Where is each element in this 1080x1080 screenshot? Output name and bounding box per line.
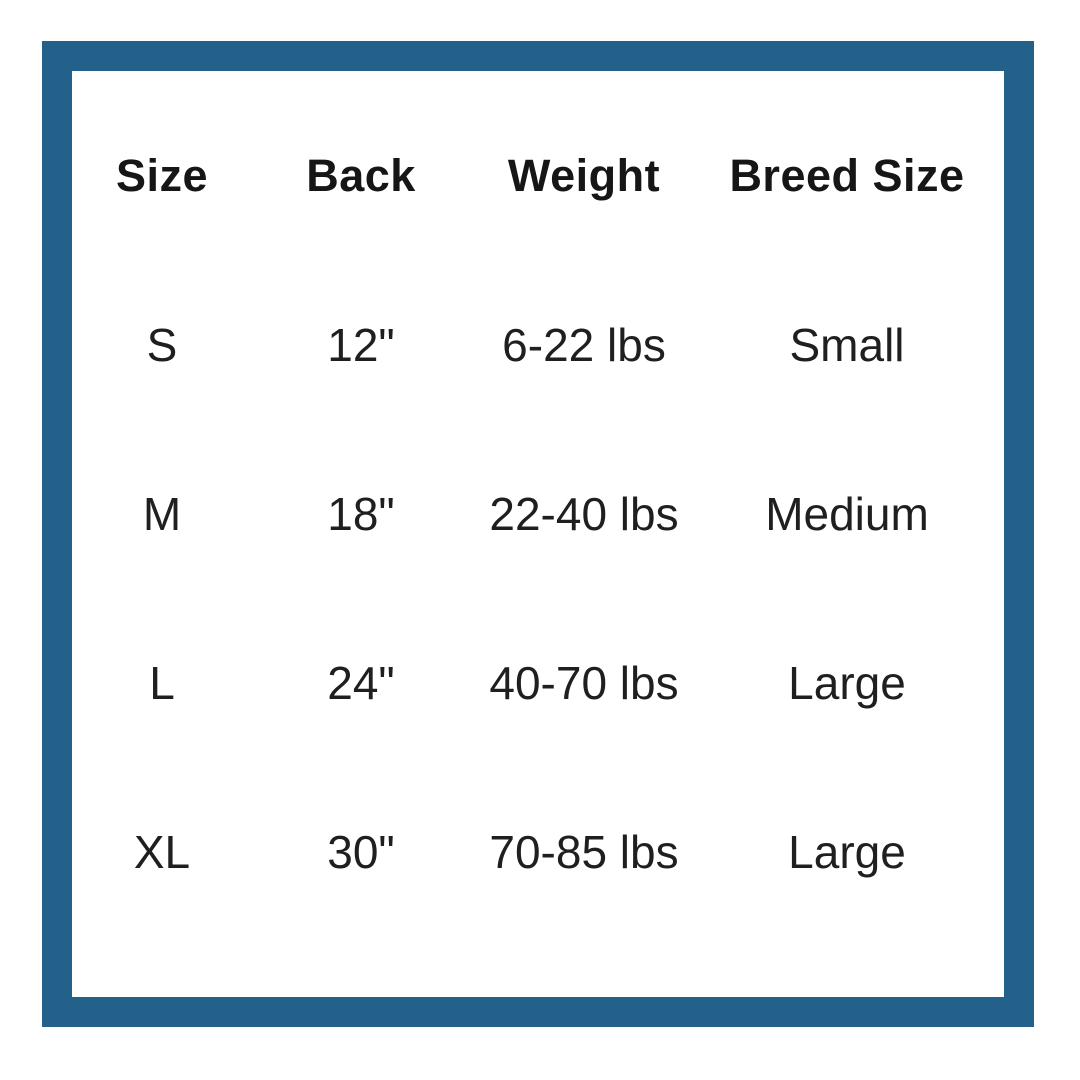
header-cell-back: Back <box>306 149 416 201</box>
table-cell-breed: Large <box>788 656 906 709</box>
table-cell-back: 30" <box>327 825 395 878</box>
header-cell-size: Size <box>115 149 209 201</box>
size-chart-table: Size Back Weight Breed Size S 12" 6-22 l… <box>80 91 1004 936</box>
table-cell-weight: 70-85 lbs <box>489 825 679 878</box>
table-cell-size: M <box>142 487 182 540</box>
table-cell-back: 18" <box>327 487 395 540</box>
table-cell-weight: 22-40 lbs <box>489 487 679 540</box>
header-cell-breed-size: Breed Size <box>729 149 965 201</box>
table-cell-breed: Large <box>788 825 906 878</box>
border-frame <box>42 41 1034 1027</box>
table-cell-back: 12" <box>327 318 395 371</box>
table-cell-size: L <box>149 656 175 709</box>
table-cell-back: 24" <box>327 656 395 709</box>
header-cell-weight: Weight <box>507 149 661 201</box>
table-cell-weight: 6-22 lbs <box>502 318 666 371</box>
table-cell-size: S <box>146 318 178 371</box>
table-cell-breed: Small <box>789 318 905 371</box>
table-cell-breed: Medium <box>765 487 929 540</box>
table-cell-weight: 40-70 lbs <box>489 656 679 709</box>
table-cell-size: XL <box>133 825 191 878</box>
